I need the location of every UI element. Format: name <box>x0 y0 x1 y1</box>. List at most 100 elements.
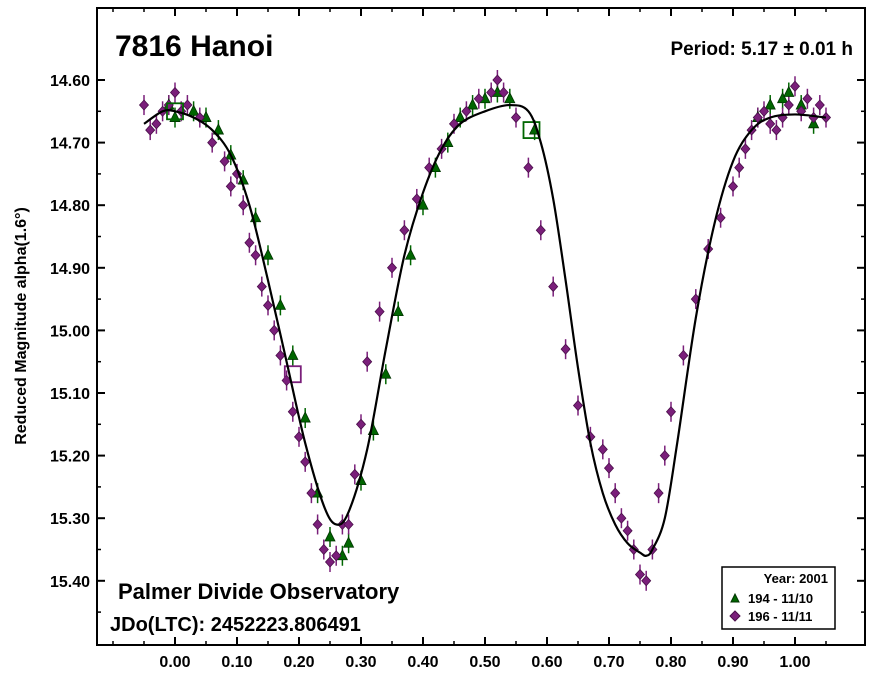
point-diamond <box>318 543 329 556</box>
plot-frame <box>96 7 866 646</box>
jd-label: JDo(LTC): 2452223.806491 <box>110 614 361 636</box>
point-diamond <box>634 568 646 581</box>
observatory-label: Palmer Divide Observatory <box>118 579 400 604</box>
y-tick-label: 15.30 <box>50 511 90 528</box>
x-tick-label: 0.20 <box>283 654 314 671</box>
point-diamond <box>758 105 770 117</box>
chart-title: 7816 Hanoi <box>115 30 273 63</box>
series-196-points <box>138 74 832 587</box>
point-diamond <box>262 299 274 311</box>
point-triangle <box>392 304 404 317</box>
point-diamond <box>678 349 689 362</box>
x-tick-label: 0.80 <box>655 654 686 671</box>
legend-entry-194: 194 - 11/10 <box>748 591 813 606</box>
point-diamond <box>238 199 249 211</box>
x-tick-label: 0.60 <box>531 654 562 671</box>
point-diamond <box>641 575 652 587</box>
point-triangle <box>454 110 466 122</box>
fit-curve <box>143 103 827 557</box>
point-diamond <box>138 99 150 111</box>
point-diamond <box>461 105 472 117</box>
point-diamond <box>399 224 410 236</box>
point-triangle <box>342 536 355 548</box>
point-diamond <box>752 111 763 124</box>
point-triangle <box>764 98 776 110</box>
point-diamond <box>225 180 236 193</box>
legend-box <box>721 566 836 630</box>
point-triangle <box>783 85 795 97</box>
point-diamond <box>653 487 664 499</box>
point-diamond <box>510 111 522 124</box>
point-diamond <box>349 468 360 480</box>
highlight-box <box>283 365 302 384</box>
point-diamond <box>765 118 776 130</box>
legend: Year: 2001 194 - 11/10 196 - 11/11 <box>721 566 836 630</box>
point-diamond <box>324 556 336 568</box>
point-diamond <box>616 512 627 524</box>
point-diamond <box>331 550 342 562</box>
point-diamond <box>306 487 317 499</box>
legend-title: Year: 2001 <box>764 571 828 586</box>
point-diamond <box>715 212 726 224</box>
point-diamond <box>182 99 193 111</box>
point-diamond <box>374 306 385 318</box>
y-tick-label: 15.00 <box>50 323 90 340</box>
point-diamond <box>727 180 739 193</box>
highlight-box <box>522 121 541 139</box>
point-diamond <box>740 143 751 155</box>
y-axis-ticks: 14.60 14.70 14.80 14.90 15.00 15.10 15.20 15.30… <box>50 73 865 613</box>
point-triangle <box>404 248 417 260</box>
legend-marker-triangle <box>730 592 740 603</box>
point-diamond <box>473 93 484 105</box>
point-diamond <box>312 518 323 531</box>
point-diamond <box>814 99 825 111</box>
point-triangle <box>212 123 225 135</box>
point-diamond <box>572 399 584 412</box>
point-triangle <box>187 104 200 116</box>
y-tick-label: 14.60 <box>50 73 90 90</box>
point-diamond <box>734 162 745 174</box>
point-diamond <box>275 349 286 362</box>
point-diamond <box>535 224 546 236</box>
point-diamond <box>300 456 311 468</box>
x-tick-label: 0.00 <box>159 654 190 671</box>
point-diamond <box>151 118 162 130</box>
point-diamond <box>244 237 255 249</box>
highlight-boxes <box>166 102 541 384</box>
point-diamond <box>386 262 398 274</box>
point-diamond <box>610 487 621 499</box>
y-tick-label: 14.80 <box>50 198 90 215</box>
point-diamond <box>169 86 181 99</box>
y-tick-label: 15.20 <box>50 449 90 466</box>
point-diamond <box>560 343 571 355</box>
point-diamond <box>207 137 218 149</box>
y-tick-label: 14.70 <box>50 136 90 153</box>
point-triangle <box>287 348 299 360</box>
point-diamond <box>597 443 608 455</box>
point-diamond <box>287 406 298 418</box>
point-diamond <box>219 155 230 167</box>
point-triangle <box>776 91 789 104</box>
point-diamond <box>802 93 813 105</box>
y-tick-label: 14.90 <box>50 261 90 278</box>
point-diamond <box>659 450 670 462</box>
point-triangle <box>274 298 287 310</box>
point-diamond <box>783 99 794 111</box>
point-diamond <box>293 431 305 443</box>
point-triangle <box>380 367 392 379</box>
point-diamond <box>362 356 373 368</box>
x-axis-ticks: 0.00 0.10 0.20 0.30 0.40 0.50 0.60 0.70 0.80 0.90… <box>112 8 827 671</box>
point-diamond <box>145 124 156 136</box>
point-diamond <box>665 406 677 418</box>
point-diamond <box>486 86 497 99</box>
point-diamond <box>622 525 633 537</box>
x-tick-label: 0.50 <box>469 654 500 671</box>
x-tick-label: 0.70 <box>593 654 624 671</box>
legend-marker-diamond <box>729 610 741 622</box>
point-diamond <box>343 518 354 531</box>
point-diamond <box>498 86 509 99</box>
y-tick-label: 15.40 <box>50 574 90 591</box>
point-diamond <box>250 249 261 261</box>
point-diamond <box>492 74 503 86</box>
